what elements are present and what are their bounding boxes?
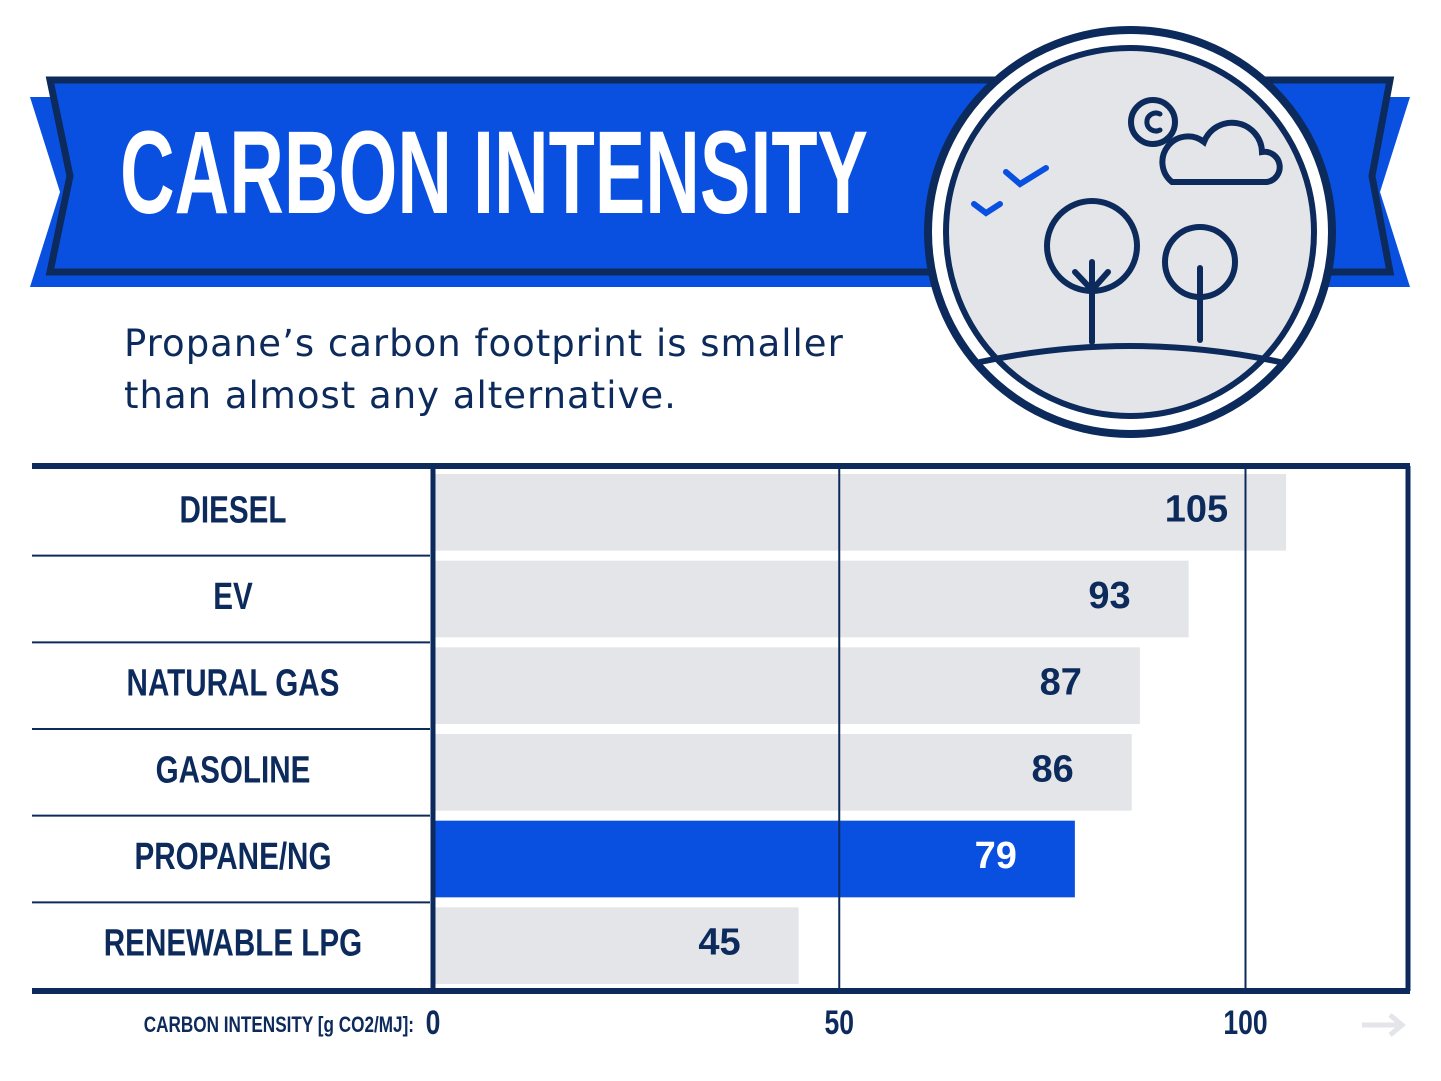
x-tick-label: 100	[1223, 1004, 1267, 1042]
bar	[433, 474, 1287, 551]
axis-arrow	[1362, 1013, 1406, 1037]
category-label: DIESEL	[179, 489, 286, 531]
x-tick-label: 0	[426, 1004, 441, 1042]
value-label: 105	[1165, 488, 1228, 530]
bar	[433, 907, 799, 984]
bar	[433, 647, 1140, 724]
value-label: 79	[975, 835, 1017, 877]
bar	[433, 560, 1189, 638]
value-label: 45	[698, 922, 740, 964]
value-label: 93	[1088, 575, 1130, 617]
value-label: 87	[1040, 662, 1082, 704]
category-label: GASOLINE	[156, 749, 311, 791]
chart-title: CARBON INTENSITY	[120, 107, 868, 239]
category-label: NATURAL GAS	[127, 662, 340, 704]
value-label: 86	[1031, 748, 1073, 790]
bar	[433, 820, 1075, 898]
category-label: PROPANE/NG	[135, 836, 332, 878]
bar	[433, 734, 1132, 811]
x-axis-label: CARBON INTENSITY [g CO2/MJ]:	[144, 1013, 414, 1038]
icon-art	[971, 97, 1283, 365]
category-label: EV	[213, 576, 253, 618]
subtitle: Propane’s carbon footprint is smaller th…	[124, 322, 844, 417]
category-label: RENEWABLE LPG	[104, 922, 362, 964]
icon-bg	[943, 45, 1317, 419]
x-tick-label: 50	[824, 1004, 854, 1042]
